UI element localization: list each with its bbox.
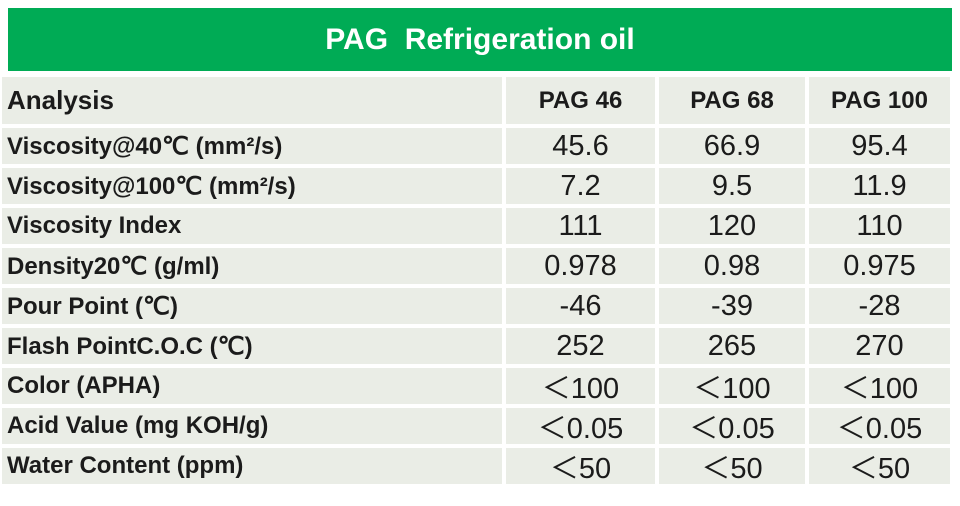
value-cell: ＜100: [506, 368, 655, 404]
column-header-analysis: Analysis: [2, 77, 502, 124]
value-cell: 11.9: [809, 168, 950, 204]
row-label: Flash PointC.O.C (℃): [2, 328, 502, 364]
value-cell: 265: [659, 328, 805, 364]
value-cell: ＜100: [809, 368, 950, 404]
value-cell: ＜50: [659, 448, 805, 484]
column-header-pag-68: PAG 68: [659, 77, 805, 124]
value-cell: 95.4: [809, 128, 950, 164]
row-label: Color (APHA): [2, 368, 502, 404]
value-cell: 66.9: [659, 128, 805, 164]
spec-table: Analysis PAG 46 PAG 68 PAG 100 Viscosity@40℃…: [2, 77, 950, 484]
value-cell: ＜100: [659, 368, 805, 404]
row-label: Viscosity@40℃ (mm²/s): [2, 128, 502, 164]
row-label: Viscosity Index: [2, 208, 502, 244]
row-label: Acid Value (mg KOH/g): [2, 408, 502, 444]
row-label: Pour Point (℃): [2, 288, 502, 324]
value-cell: 45.6: [506, 128, 655, 164]
value-cell: 0.975: [809, 248, 950, 284]
value-cell: ＜0.05: [809, 408, 950, 444]
value-cell: 9.5: [659, 168, 805, 204]
value-cell: 120: [659, 208, 805, 244]
value-cell: ＜50: [506, 448, 655, 484]
value-cell: ＜0.05: [506, 408, 655, 444]
value-cell: 0.978: [506, 248, 655, 284]
value-cell: 7.2: [506, 168, 655, 204]
value-cell: 252: [506, 328, 655, 364]
value-cell: -46: [506, 288, 655, 324]
page-title: PAG Refrigeration oil: [325, 22, 635, 56]
value-cell: 111: [506, 208, 655, 244]
value-cell: ＜0.05: [659, 408, 805, 444]
row-label: Density20℃ (g/ml): [2, 248, 502, 284]
row-label: Viscosity@100℃ (mm²/s): [2, 168, 502, 204]
row-label: Water Content (ppm): [2, 448, 502, 484]
column-header-pag-46: PAG 46: [506, 77, 655, 124]
value-cell: ＜50: [809, 448, 950, 484]
value-cell: 0.98: [659, 248, 805, 284]
value-cell: 270: [809, 328, 950, 364]
value-cell: -39: [659, 288, 805, 324]
value-cell: 110: [809, 208, 950, 244]
column-header-pag-100: PAG 100: [809, 77, 950, 124]
title-banner: PAG Refrigeration oil: [8, 8, 952, 71]
value-cell: -28: [809, 288, 950, 324]
